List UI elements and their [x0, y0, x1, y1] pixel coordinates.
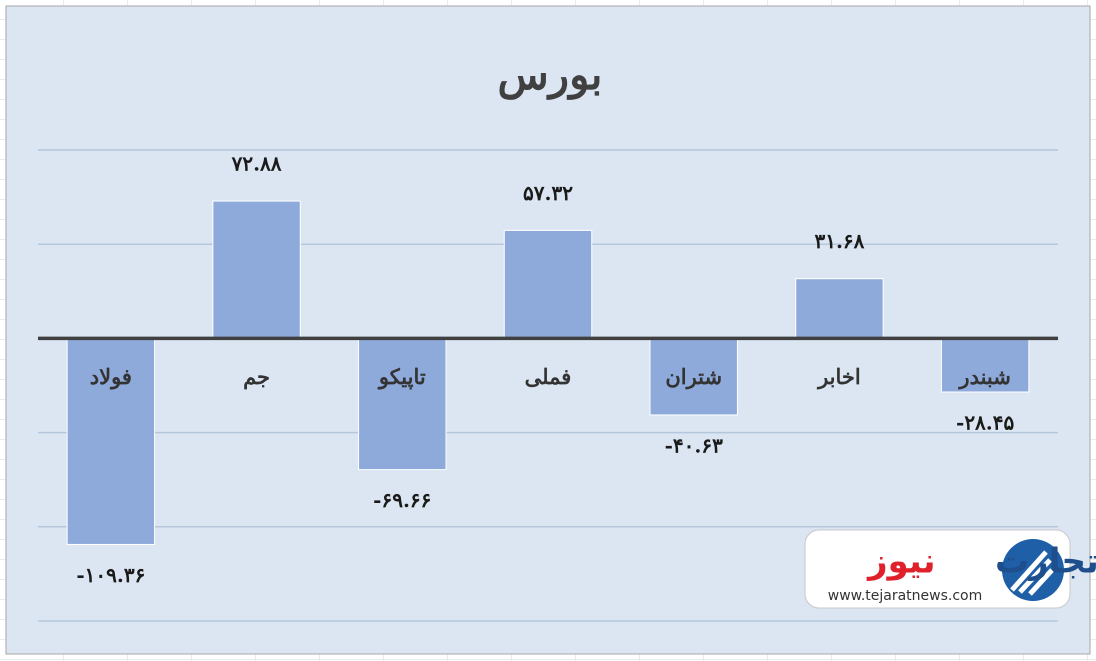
bar [66, 337, 156, 545]
plot-area: -۱۰۹.۳۶ ۷۲.۸۸ -۶۹.۶۶ ۵۷.۳۲ -۴۰.۶۳ ۳۱.۶۸ -۲۸.۴۵… [38, 149, 1058, 622]
x-tick-label: فولاد [90, 364, 132, 390]
data-label: ۷۲.۸۸ [231, 152, 282, 176]
x-tick-label: شبندر [957, 364, 1010, 390]
bar [940, 337, 1030, 393]
bar [649, 337, 738, 416]
x-tick-label: جم [243, 364, 270, 390]
data-label: -۶۹.۶۶ [373, 488, 431, 512]
logo-url: www.tejaratnews.com [828, 588, 983, 604]
logo-icon-stripes [1010, 550, 1054, 596]
bar [212, 200, 301, 339]
data-label: ۵۷.۳۲ [523, 181, 573, 205]
data-label: -۴۰.۶۳ [665, 433, 723, 457]
data-label: -۱۰۹.۳۶ [76, 563, 145, 587]
chart-title: بورس [498, 50, 603, 100]
data-label: ۳۱.۶۸ [814, 229, 864, 253]
x-tick-label: تاپیکو [377, 364, 426, 390]
x-tick-label: اخابر [816, 364, 861, 390]
data-label: -۲۸.۴۵ [956, 410, 1014, 434]
bar [503, 229, 593, 339]
logo: تجارت نیوز www.tejaratnews.com [804, 529, 1096, 609]
bar [795, 278, 884, 339]
bar [358, 337, 447, 471]
logo-box [804, 529, 1071, 609]
x-tick-label: شتران [665, 364, 722, 390]
x-tick-label: فملی [525, 364, 572, 389]
logo-brand-1: تجارت [995, 542, 1096, 582]
logo-brand-2: نیوز [866, 542, 936, 582]
